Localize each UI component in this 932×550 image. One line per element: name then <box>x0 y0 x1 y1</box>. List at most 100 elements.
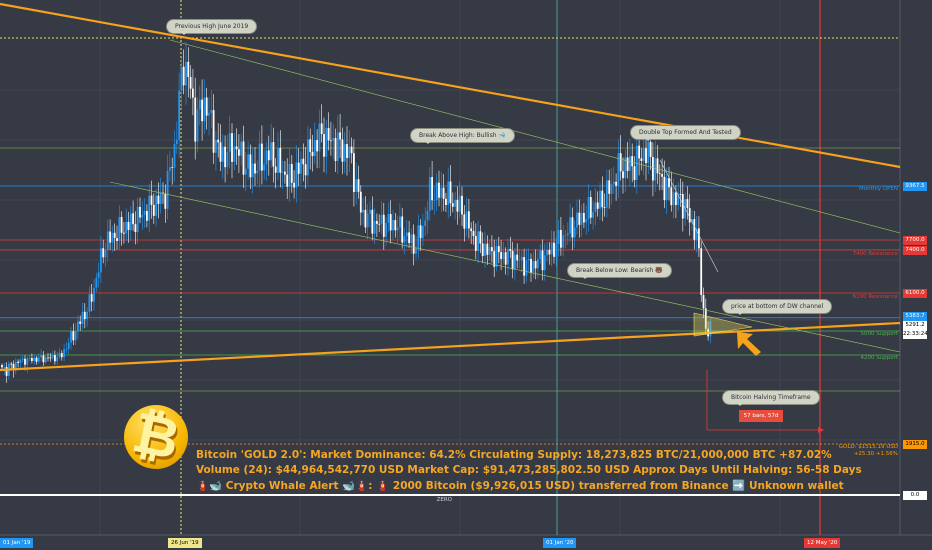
candle-body <box>369 209 371 214</box>
candle-body <box>681 193 684 219</box>
candle-body <box>619 153 622 172</box>
candle-body <box>596 202 599 209</box>
dw-channel-triangle <box>693 312 753 337</box>
candle-body <box>479 231 482 244</box>
candle-body <box>169 167 171 171</box>
candle-body <box>192 88 194 98</box>
candle-body <box>136 206 139 233</box>
candle-body <box>297 162 300 174</box>
candle-body <box>472 231 475 237</box>
candle-body <box>77 321 79 332</box>
candle-body <box>580 212 583 225</box>
annotation-break-below-low: Break Below Low: Bearish 🐻 <box>567 263 672 279</box>
candle-body <box>150 195 153 205</box>
candle-body <box>698 228 700 249</box>
candle-body <box>164 193 167 209</box>
candle-body <box>155 195 157 216</box>
candle-body <box>17 361 19 363</box>
candle-body <box>226 151 229 168</box>
candle-body <box>571 217 574 238</box>
candle-body <box>587 197 590 220</box>
candle-body <box>231 133 233 162</box>
candle-body <box>281 171 284 173</box>
candle-body <box>284 171 286 175</box>
candle-body <box>456 199 459 212</box>
candle-body <box>258 143 261 171</box>
price-tag-7400: 7400.0 <box>903 246 927 255</box>
candle-body <box>215 139 217 153</box>
candle-body <box>608 180 611 194</box>
trend-lines <box>0 2 901 372</box>
candle-body <box>332 138 335 141</box>
candle-body <box>3 366 6 368</box>
level-label-zero: ZERO <box>436 497 452 503</box>
candle-body <box>336 132 339 161</box>
candle-body <box>279 148 282 173</box>
candle-body <box>93 287 95 302</box>
level-label-monthly-open: Monthly OPEN <box>858 186 898 192</box>
candle-body <box>357 179 360 192</box>
candle-body <box>376 221 378 224</box>
candle-body <box>665 177 668 201</box>
candle-body <box>5 366 8 376</box>
candle-body <box>304 164 307 176</box>
price-tag-gold: 1915.0 <box>903 440 927 449</box>
candle-body <box>56 356 59 362</box>
candle-body <box>187 61 190 78</box>
candle-body <box>28 358 31 359</box>
candle-body <box>320 123 323 135</box>
candle-body <box>263 164 266 171</box>
level-label-7400: 7400 Resistance <box>852 251 898 257</box>
candle-body <box>373 221 376 234</box>
candle-body <box>60 353 63 358</box>
candle-body <box>205 97 208 116</box>
candle-body <box>560 229 562 248</box>
x-tick-jan-2020: 01 Jan '20 <box>543 538 577 548</box>
candle-body <box>702 294 705 309</box>
candle-body <box>440 187 443 198</box>
candle-body <box>350 146 353 154</box>
candle-body <box>81 311 84 324</box>
price-tag-current: 5291.2 <box>903 321 927 330</box>
candle-body <box>447 181 450 206</box>
candle-body <box>615 181 617 186</box>
candle-body <box>162 192 164 194</box>
candle-body <box>125 221 128 234</box>
candle-body <box>44 357 47 363</box>
candle-body <box>599 190 601 209</box>
candle-body <box>166 170 169 209</box>
candle-body <box>371 209 374 234</box>
annotation-double-top: Double Top Formed And Tested <box>630 125 741 141</box>
candle-body <box>458 195 461 212</box>
candle-body <box>569 217 571 234</box>
candle-body <box>449 181 452 204</box>
candle-body <box>49 357 52 359</box>
candle-body <box>451 203 454 207</box>
candle-body <box>663 176 666 201</box>
candle-body <box>40 355 42 358</box>
candle-body <box>58 353 61 357</box>
candle-body <box>589 197 592 218</box>
candle-body <box>244 168 247 175</box>
candle-body <box>486 243 489 255</box>
candle-body <box>74 331 77 341</box>
candle-body <box>380 214 383 224</box>
candle-body <box>661 174 663 177</box>
candle-body <box>578 212 581 225</box>
candle-body <box>10 363 13 365</box>
candle-body <box>642 148 645 161</box>
candle-body <box>247 154 249 169</box>
candle-body <box>691 219 693 223</box>
candle-body <box>37 357 40 362</box>
candle-body <box>70 331 72 343</box>
candle-body <box>548 249 551 255</box>
candle-body <box>422 225 424 239</box>
candle-body <box>465 211 468 229</box>
candle-body <box>146 211 148 221</box>
candle-body <box>318 123 321 152</box>
candle-body <box>415 248 417 254</box>
halving-bracket-arrow <box>818 427 824 433</box>
candle-body <box>468 211 470 229</box>
candle-body <box>668 177 670 188</box>
